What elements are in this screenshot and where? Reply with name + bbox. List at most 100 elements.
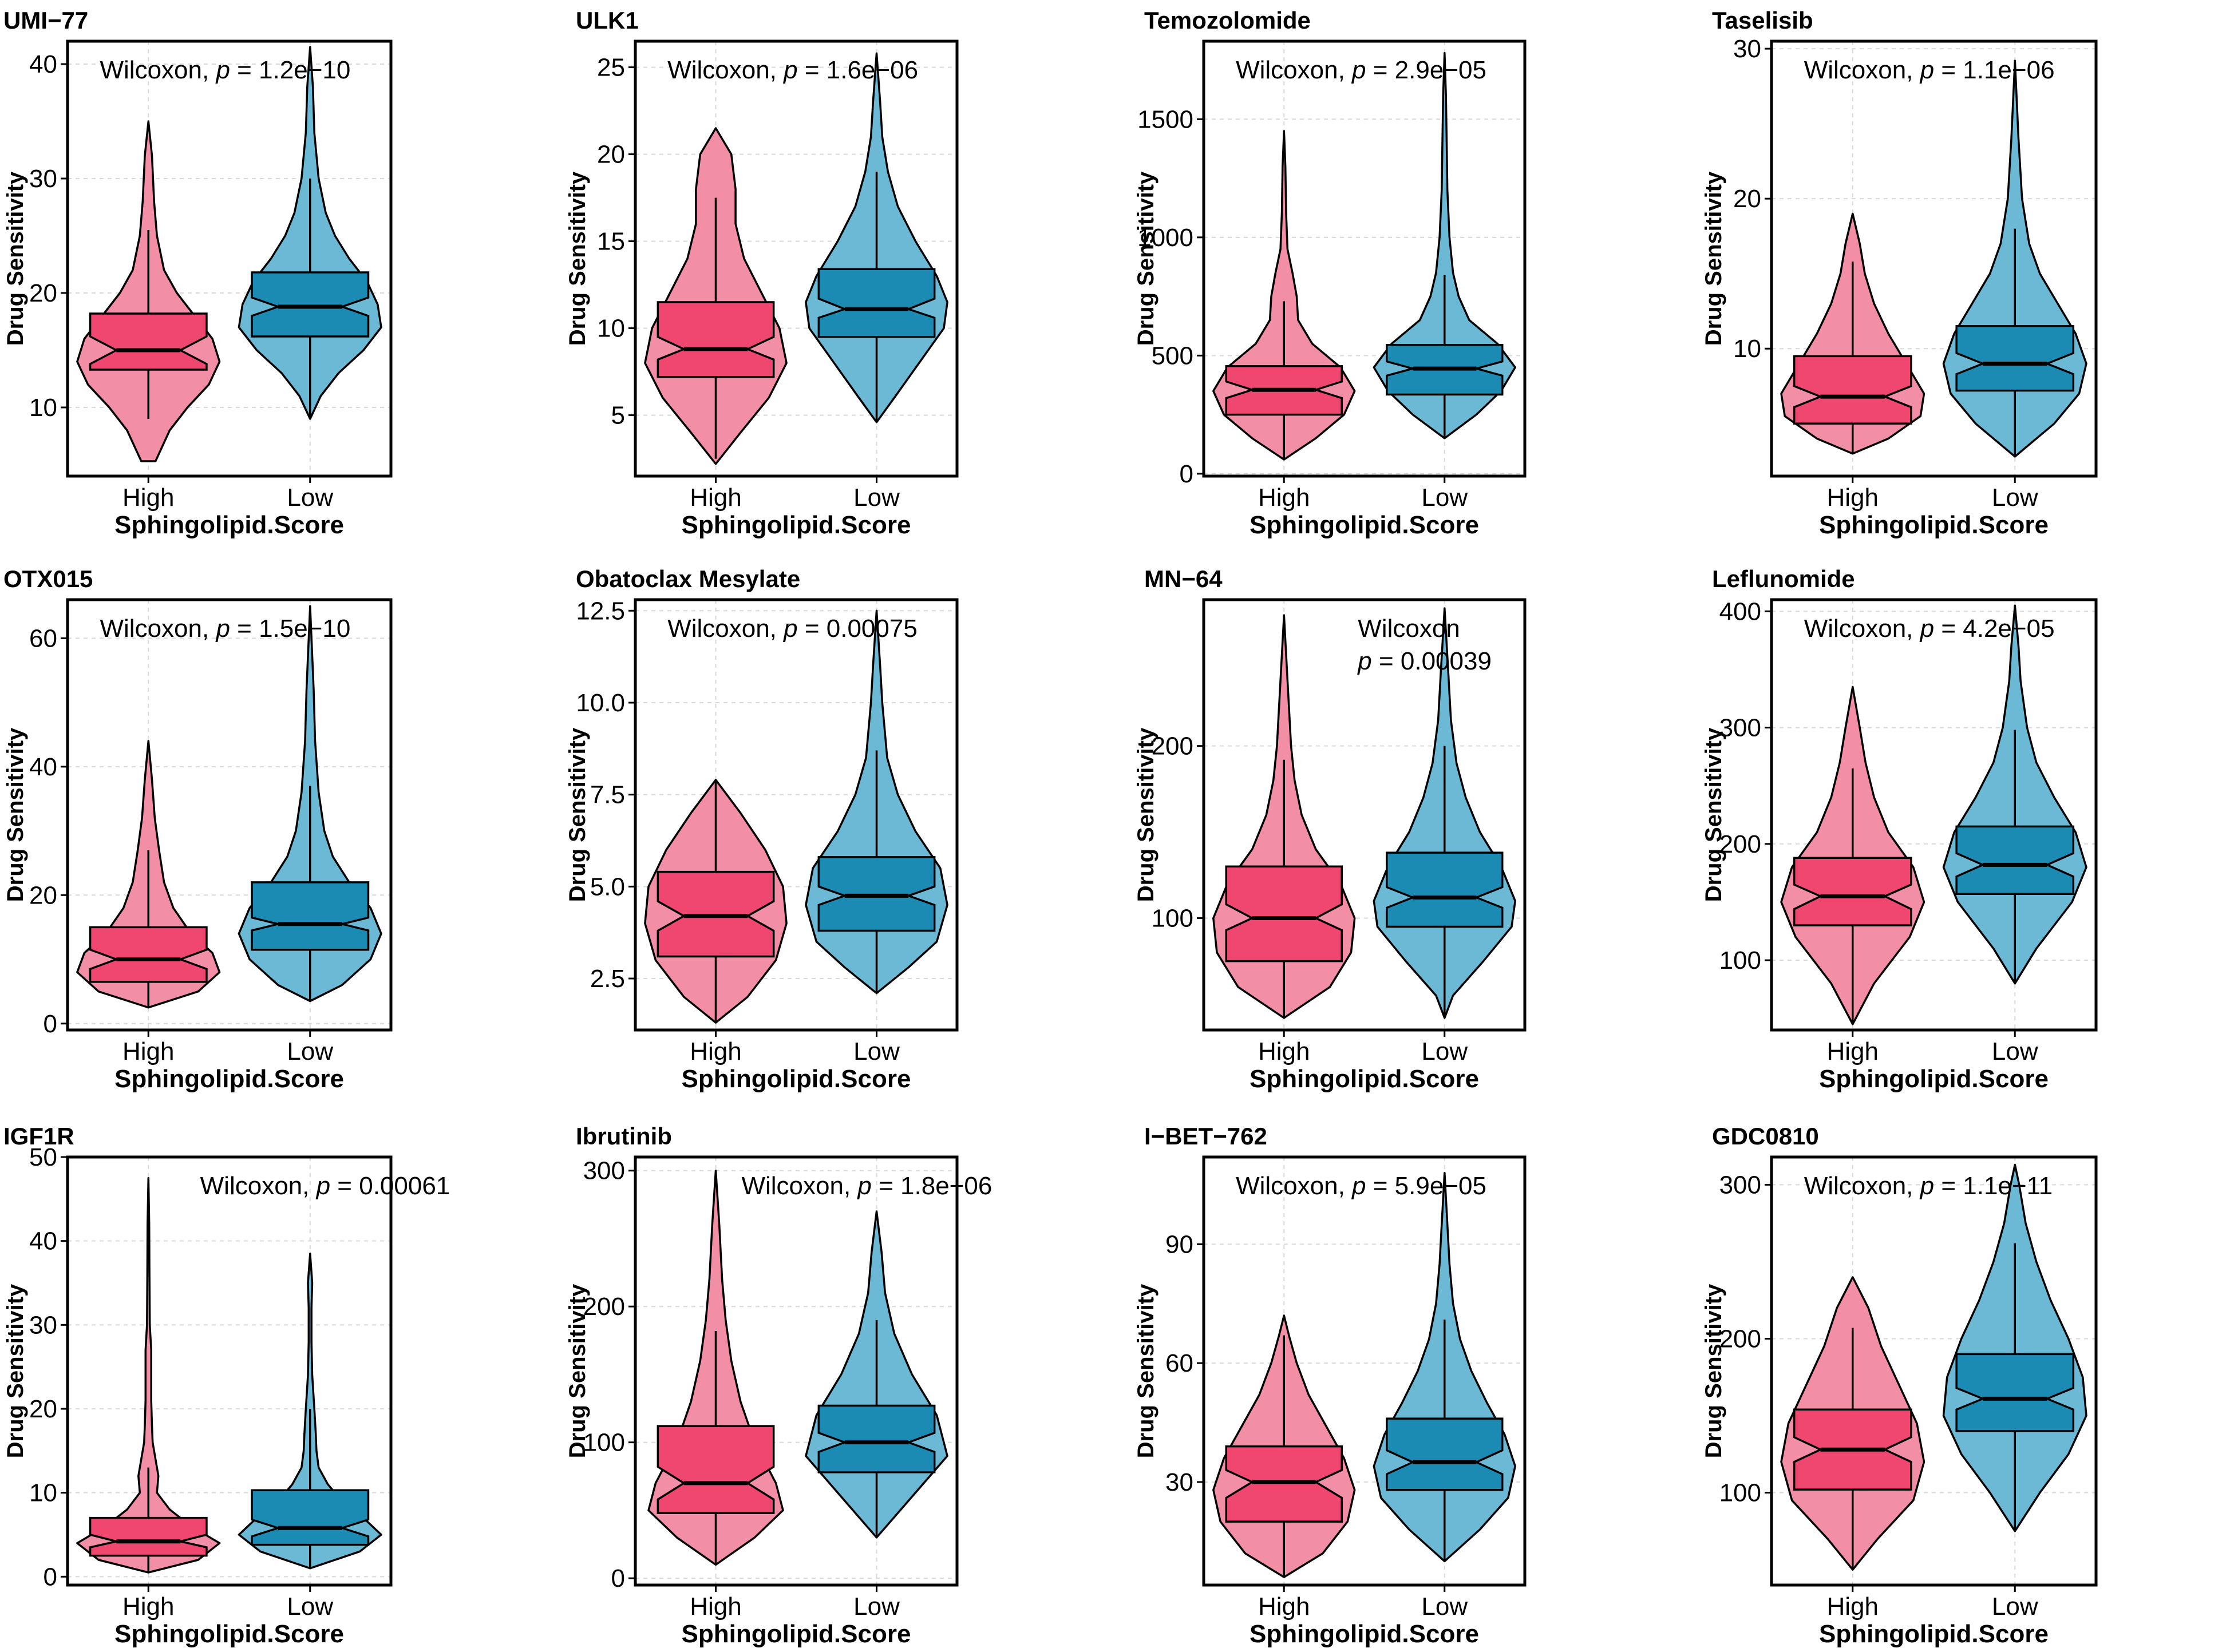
y-tick-label: 1000 [1137,224,1193,252]
panel-title: OTX015 [3,565,93,592]
group-low [238,1252,382,1570]
y-tick-label: 0 [1180,460,1193,488]
y-tick-label: 40 [29,1227,57,1255]
group-high [644,127,788,465]
y-tick-label: 20 [597,141,625,169]
y-tick-label: 0 [44,1563,57,1591]
x-axis-label: Sphingolipid.Score [1819,511,2049,539]
y-tick-label: 20 [1733,185,1761,213]
y-tick-label: 100 [1719,946,1761,974]
box-low [1955,325,2075,392]
box-high [657,1425,775,1514]
y-tick-label: 300 [1719,714,1761,742]
group-high [1780,686,1925,1025]
group-low [805,1210,948,1539]
y-tick-label: 40 [29,50,57,78]
p-value-label: p = 0.00039 [1357,647,1492,675]
y-tick-label: 10 [29,394,57,422]
x-tick-label: High [1258,1592,1310,1621]
group-high [1780,1276,1925,1571]
y-tick-label: 30 [29,1311,57,1339]
y-tick-label: 100 [583,1429,625,1457]
panel-frame [1770,1155,2098,1587]
y-tick-label: 200 [1719,830,1761,858]
panel-title: MN−64 [1144,565,1223,592]
y-tick-label: 20 [29,881,57,909]
stat-annotation: Wilcoxon, p = 1.1e−06 [1804,56,2055,84]
panel-frame [1202,39,1527,478]
y-tick-label: 0 [44,1010,57,1038]
panel-7: High Low 100 200 MN−64 Drug Sensitivity Sphing… [1133,565,1527,1093]
y-axis-label: Drug Sensitivity [3,1283,28,1458]
panel-frame [66,1155,393,1587]
x-tick-label: Low [1992,1037,2038,1065]
panel-title: Obatoclax Mesylate [576,565,800,592]
x-tick-label: Low [853,1037,900,1065]
panel-title: Temozolomide [1144,7,1311,34]
panel-frame [66,598,393,1032]
x-axis-label: Sphingolipid.Score [1819,1065,2049,1093]
y-axis-label: Drug Sensitivity [1133,727,1158,902]
group-high [1780,212,1925,455]
stat-annotation: Wilcoxon, p = 1.2e−10 [100,56,351,84]
x-axis-label: Sphingolipid.Score [1819,1620,2049,1648]
y-tick-label: 90 [1165,1230,1193,1258]
box-high [1793,355,1912,425]
box-low [251,1489,370,1546]
y-axis-label: Drug Sensitivity [3,727,28,902]
panel-frame [1770,598,2098,1032]
box-high [1793,857,1912,926]
y-axis-label: Drug Sensitivity [1701,727,1726,902]
y-tick-label: 60 [29,624,57,652]
box-high [89,926,208,983]
stat-annotation: Wilcoxon, p = 2.9e−05 [1236,56,1486,84]
stat-annotation: Wilcoxon, p = 0.00075 [667,615,918,643]
panel-frame [1770,39,2098,478]
y-tick-label: 2.5 [590,965,625,993]
panel-title: I−BET−762 [1144,1123,1267,1150]
x-tick-label: High [1827,1037,1879,1065]
box-low [251,271,370,338]
panel-1: High Low 10 20 30 40 UMI−77 Drug Sensitivity Sph… [3,7,393,539]
y-axis-label: Drug Sensitivity [1133,171,1158,346]
y-tick-label: 7.5 [590,781,625,809]
x-tick-label: Low [853,484,900,512]
x-tick-label: Low [1421,1592,1468,1621]
y-tick-label: 100 [1152,904,1193,932]
box-high [89,1516,208,1557]
x-axis-label: Sphingolipid.Score [114,1065,344,1093]
x-axis-label: Sphingolipid.Score [682,1065,911,1093]
panel-frame [1202,598,1527,1032]
x-axis-label: Sphingolipid.Score [1250,1620,1479,1648]
box-low [1386,1417,1504,1491]
panel-10: High Low 0 100 200 300 Ibrutinib Drug Sensitivi… [565,1123,992,1648]
y-tick-label: 30 [1165,1468,1193,1496]
panel-title: Leflunomide [1712,565,1855,592]
group-low [1373,607,1516,1019]
group-high [644,779,788,1024]
x-tick-label: Low [287,484,333,512]
panel-title: IGF1R [3,1123,74,1150]
stat-annotation: Wilcoxon, p = 0.00061 [200,1172,450,1200]
y-tick-label: 15 [597,228,625,256]
x-tick-label: High [1258,1037,1310,1065]
group-low [1942,604,2087,985]
group-high [76,120,221,462]
y-tick-label: 400 [1719,597,1761,625]
gridlines [1772,1157,2096,1585]
panel-8: High Low 100 200 300 400 Leflunomide Drug Sensi… [1701,565,2098,1093]
y-tick-label: 200 [1152,732,1193,760]
group-high [1212,1314,1356,1578]
x-tick-label: High [122,1037,175,1065]
stat-annotation: Wilcoxon, p = 1.5e−10 [100,615,351,643]
box-low [817,268,936,338]
panel-6: High Low 2.5 5.0 7.5 10.0 12.5 Obatoclax Mesyla… [565,565,959,1093]
panel-frame [66,39,393,478]
gridlines [1772,600,2096,1030]
y-axis-label: Drug Sensitivity [1701,1283,1726,1458]
x-axis-label: Sphingolipid.Score [682,511,911,539]
group-low [238,605,382,1003]
group-low [805,52,948,423]
y-tick-label: 40 [29,753,57,781]
